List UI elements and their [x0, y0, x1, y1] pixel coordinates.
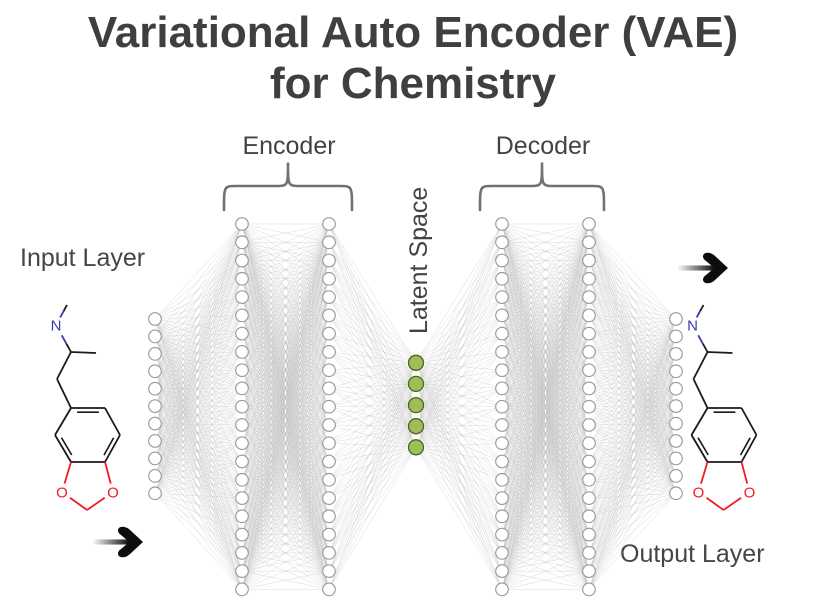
svg-text:O: O — [107, 484, 119, 501]
svg-text:N: N — [51, 317, 62, 334]
svg-text:N: N — [687, 317, 698, 334]
svg-text:O: O — [693, 484, 705, 501]
svg-text:O: O — [744, 484, 756, 501]
svg-text:O: O — [56, 484, 68, 501]
